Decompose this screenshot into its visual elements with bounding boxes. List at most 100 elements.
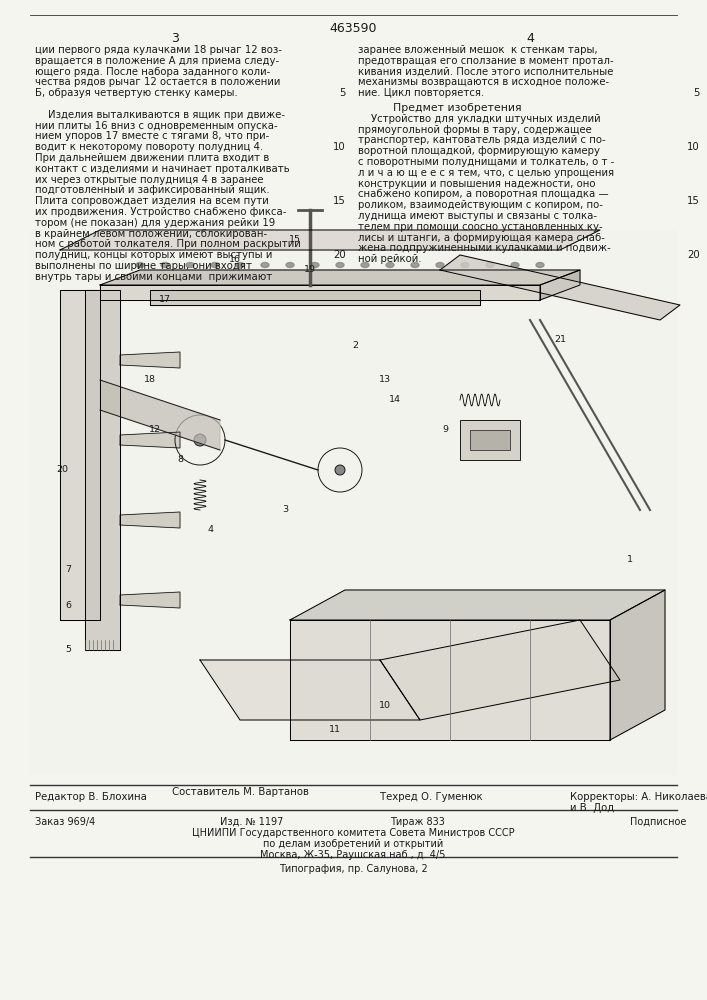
Text: 5: 5 (694, 88, 700, 98)
Text: по делам изобретений и открытий: по делам изобретений и открытий (263, 839, 443, 849)
Text: 463590: 463590 (329, 22, 377, 35)
Text: 12: 12 (149, 426, 161, 434)
Text: транспортер, кантователь ряда изделий с по-: транспортер, кантователь ряда изделий с … (358, 135, 606, 145)
Text: ющего ряда. После набора заданного коли-: ющего ряда. После набора заданного коли- (35, 67, 270, 77)
Text: 21: 21 (554, 336, 566, 344)
Polygon shape (120, 432, 180, 448)
Text: ном с работой толкателя. При полном раскрытии: ном с работой толкателя. При полном раск… (35, 239, 300, 249)
Text: в крайнем левом положении, сблокирован-: в крайнем левом положении, сблокирован- (35, 229, 267, 239)
Text: и В. Дод: и В. Дод (570, 803, 614, 813)
Text: Предмет изобретения: Предмет изобретения (393, 103, 522, 113)
Ellipse shape (186, 262, 194, 267)
Text: Тираж 833: Тираж 833 (390, 817, 445, 827)
Text: 18: 18 (144, 375, 156, 384)
Text: внутрь тары и своими концами  прижимают: внутрь тары и своими концами прижимают (35, 272, 272, 282)
Text: 3: 3 (282, 506, 288, 514)
Text: нием упоров 17 вместе с тягами 8, что при-: нием упоров 17 вместе с тягами 8, что пр… (35, 131, 269, 141)
Text: Плита сопровождает изделия на всем пути: Плита сопровождает изделия на всем пути (35, 196, 269, 206)
Polygon shape (120, 592, 180, 608)
Polygon shape (200, 660, 420, 720)
Text: телем при помощи соосно установленных ку-: телем при помощи соосно установленных ку… (358, 222, 602, 232)
Ellipse shape (486, 262, 494, 267)
Text: прямоугольной формы в тару, содержащее: прямоугольной формы в тару, содержащее (358, 125, 592, 135)
Ellipse shape (461, 262, 469, 267)
Text: контакт с изделиями и начинает проталкивать: контакт с изделиями и начинает проталкив… (35, 164, 290, 174)
Text: 14: 14 (389, 395, 401, 404)
Text: их продвижения. Устройство снабжено фикса-: их продвижения. Устройство снабжено фикс… (35, 207, 286, 217)
Text: подготовленный и зафиксированный ящик.: подготовленный и зафиксированный ящик. (35, 185, 269, 195)
Text: Изделия выталкиваются в ящик при движе-: Изделия выталкиваются в ящик при движе- (35, 110, 285, 120)
Text: 1: 1 (627, 556, 633, 564)
Text: Б, образуя четвертую стенку камеры.: Б, образуя четвертую стенку камеры. (35, 88, 238, 98)
Text: 2: 2 (352, 340, 358, 350)
Text: водит к некоторому повороту полудниц 4.: водит к некоторому повороту полудниц 4. (35, 142, 263, 152)
Text: 3: 3 (171, 32, 179, 45)
Text: механизмы возвращаются в исходное положе-: механизмы возвращаются в исходное положе… (358, 77, 609, 87)
Circle shape (335, 465, 345, 475)
Text: 4: 4 (526, 32, 534, 45)
Polygon shape (85, 290, 120, 650)
Polygon shape (100, 285, 540, 300)
Polygon shape (100, 380, 220, 450)
Text: 15: 15 (289, 235, 301, 244)
Text: чества рядов рычаг 12 остается в положении: чества рядов рычаг 12 остается в положен… (35, 77, 281, 87)
Text: 10: 10 (687, 142, 700, 152)
Text: Изд. № 1197: Изд. № 1197 (220, 817, 284, 827)
Text: воротной площадкой, формирующую камеру: воротной площадкой, формирующую камеру (358, 146, 600, 156)
Text: ние. Цикл повторяется.: ние. Цикл повторяется. (358, 88, 484, 98)
Polygon shape (120, 352, 180, 368)
Text: 16: 16 (229, 255, 241, 264)
Text: нии плиты 16 вниз с одновременным опуска-: нии плиты 16 вниз с одновременным опуска… (35, 121, 278, 131)
Text: 19: 19 (304, 265, 316, 274)
Polygon shape (290, 620, 610, 740)
Polygon shape (440, 255, 680, 320)
Bar (470, 430, 510, 450)
Text: При дальнейшем движении плита входит в: При дальнейшем движении плита входит в (35, 153, 269, 163)
Text: Москва, Ж-35, Раушская наб., д. 4/5: Москва, Ж-35, Раушская наб., д. 4/5 (260, 850, 445, 860)
Text: 13: 13 (379, 375, 391, 384)
Text: 15: 15 (333, 196, 346, 206)
Text: ции первого ряда кулачками 18 рычаг 12 воз-: ции первого ряда кулачками 18 рычаг 12 в… (35, 45, 282, 55)
Text: Подписное: Подписное (630, 817, 686, 827)
Text: л и ч а ю щ е е с я тем, что, с целью упрощения: л и ч а ю щ е е с я тем, что, с целью уп… (358, 168, 614, 178)
Text: 8: 8 (177, 456, 183, 464)
Ellipse shape (386, 262, 394, 267)
Polygon shape (60, 290, 100, 620)
Text: 15: 15 (687, 196, 700, 206)
Polygon shape (100, 270, 580, 285)
Text: роликом, взаимодействующим с копиром, по-: роликом, взаимодействующим с копиром, по… (358, 200, 603, 210)
Text: 10: 10 (379, 700, 391, 710)
Text: 5: 5 (65, 646, 71, 654)
Text: 11: 11 (329, 726, 341, 734)
Text: луднища имеют выступы и связаны с толка-: луднища имеют выступы и связаны с толка- (358, 211, 597, 221)
Text: 20: 20 (687, 250, 700, 260)
Text: тором (не показан) для удержания рейки 19: тором (не показан) для удержания рейки 1… (35, 218, 275, 228)
Circle shape (194, 434, 206, 446)
Bar (460, 420, 520, 460)
Ellipse shape (161, 262, 169, 267)
Text: снабжено копиром, а поворотная площадка —: снабжено копиром, а поворотная площадка … (358, 189, 609, 199)
Text: 10: 10 (333, 142, 346, 152)
Polygon shape (610, 590, 665, 740)
Text: 9: 9 (442, 426, 448, 434)
Ellipse shape (286, 262, 294, 267)
Bar (30, 230, 677, 775)
Polygon shape (60, 230, 600, 250)
Text: Устройство для укладки штучных изделий: Устройство для укладки штучных изделий (358, 114, 601, 124)
Text: 20: 20 (333, 250, 346, 260)
Text: Техред О. Гуменюк: Техред О. Гуменюк (380, 792, 483, 802)
Polygon shape (380, 620, 620, 720)
Text: Заказ 969/4: Заказ 969/4 (35, 817, 95, 827)
Text: Корректоры: А. Николаева: Корректоры: А. Николаева (570, 792, 707, 802)
Text: 17: 17 (159, 296, 171, 304)
Text: лисы и штанги, а формирующая камера снаб-: лисы и штанги, а формирующая камера снаб… (358, 233, 605, 243)
Text: Составитель М. Вартанов: Составитель М. Вартанов (172, 787, 308, 797)
Ellipse shape (211, 262, 219, 267)
Polygon shape (540, 270, 580, 300)
Text: полудниц, концы которых имеют выступы и: полудниц, концы которых имеют выступы и (35, 250, 272, 260)
Text: Редактор В. Блохина: Редактор В. Блохина (35, 792, 147, 802)
Text: предотвращая его сползание в момент протал-: предотвращая его сползание в момент прот… (358, 56, 614, 66)
Ellipse shape (136, 262, 144, 267)
Text: вращается в положение А для приема следу-: вращается в положение А для приема следу… (35, 56, 279, 66)
Text: кивания изделий. После этого исполнительные: кивания изделий. После этого исполнитель… (358, 67, 614, 77)
